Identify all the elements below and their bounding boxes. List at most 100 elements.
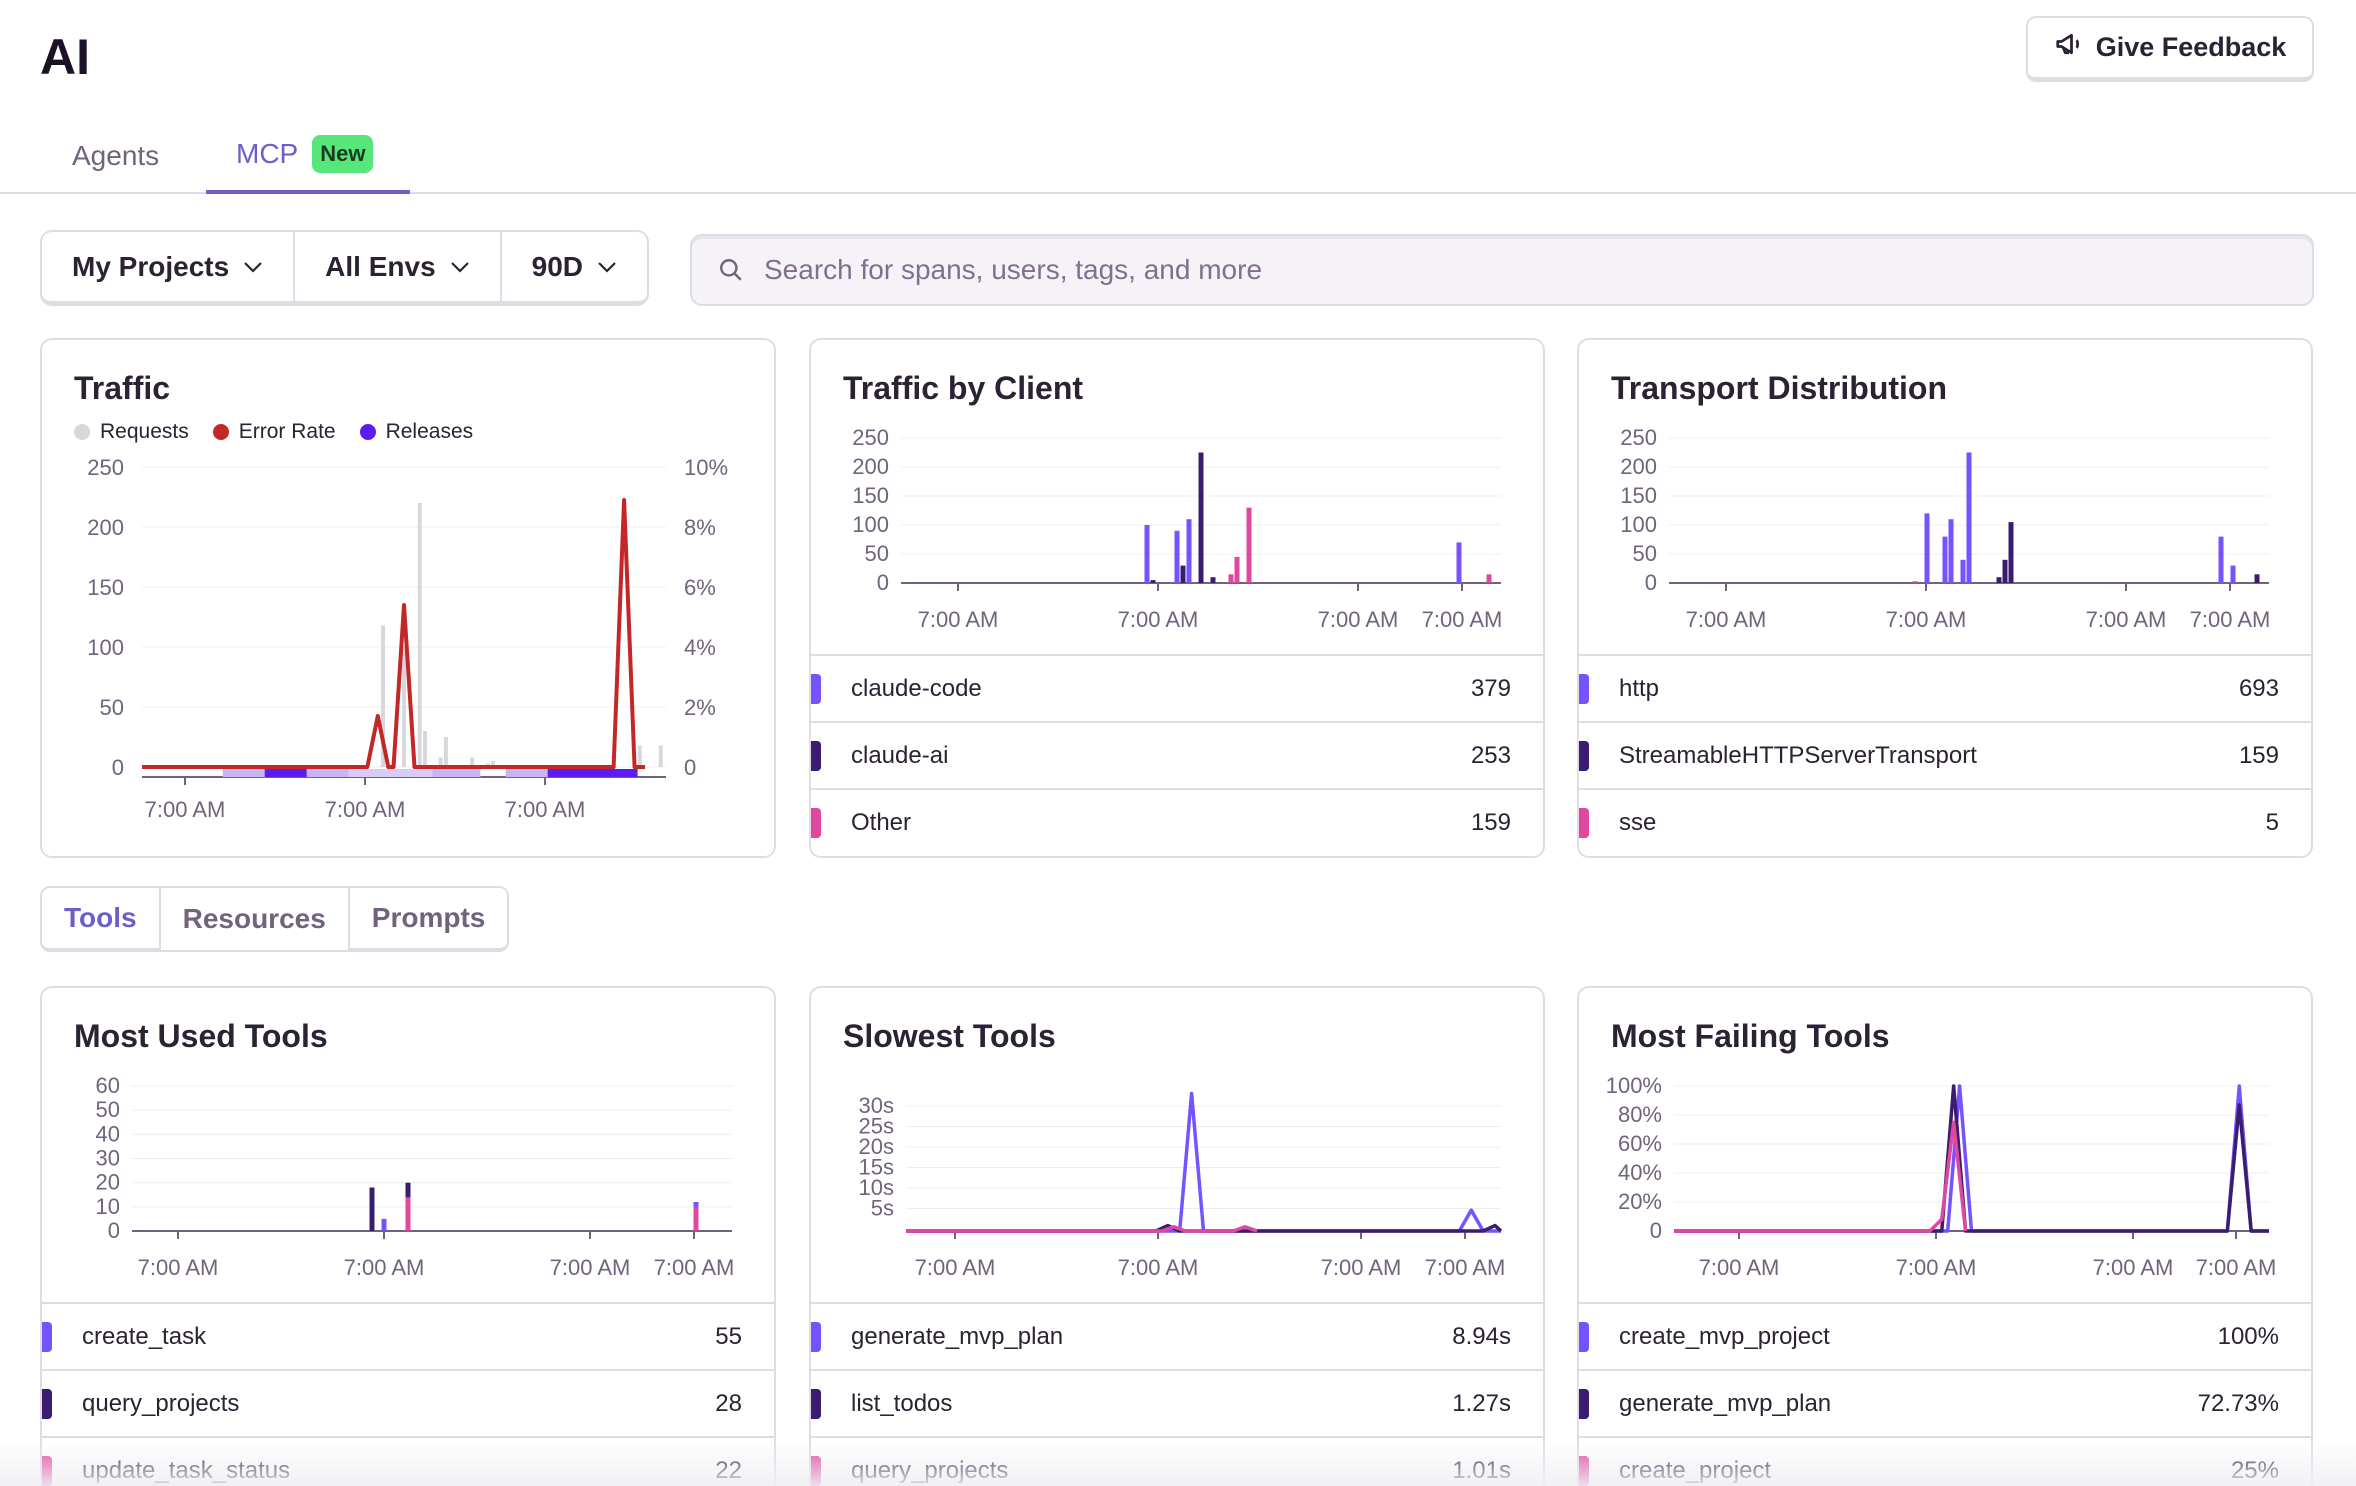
x-tick-label: 7:00 AM bbox=[915, 1255, 996, 1280]
give-feedback-button[interactable]: Give Feedback bbox=[2026, 16, 2314, 82]
series-row[interactable]: generate_mvp_plan 72.73% bbox=[1579, 1369, 2311, 1436]
series-name: sse bbox=[1619, 808, 1657, 836]
y-tick-label: 100 bbox=[1620, 512, 1657, 537]
tab-prompts[interactable]: Prompts bbox=[347, 886, 510, 952]
requests-bar bbox=[381, 625, 386, 767]
series-row[interactable]: Other 159 bbox=[811, 788, 1543, 855]
series-row[interactable]: create_mvp_project 100% bbox=[1579, 1302, 2311, 1369]
bar bbox=[1234, 556, 1240, 583]
series-name: update_task_status bbox=[82, 1456, 291, 1484]
chevron-down-icon bbox=[598, 261, 616, 273]
series-swatch bbox=[1579, 674, 1589, 704]
series-row[interactable]: claude-ai 253 bbox=[811, 721, 1543, 788]
legend-item-requests[interactable]: Requests bbox=[74, 420, 189, 444]
card-title: Slowest Tools bbox=[843, 1018, 1056, 1054]
y-tick-label: 0 bbox=[1645, 570, 1657, 595]
traffic-chart[interactable]: 250 200 150 100 50 0 10% 8% 6% 4% 2% 0 7:00 AM 7:00 A… bbox=[42, 340, 776, 858]
y-tick-label: 200 bbox=[852, 454, 889, 479]
x-tick-label: 7:00 AM bbox=[1425, 1255, 1506, 1280]
x-tick-label: 7:00 AM bbox=[550, 1255, 631, 1280]
bar bbox=[1948, 519, 1954, 583]
legend-item-releases[interactable]: Releases bbox=[359, 420, 473, 444]
series-swatch bbox=[42, 1389, 52, 1419]
series-row[interactable]: create_task 55 bbox=[42, 1302, 774, 1369]
most-failing-tools-chart[interactable]: 100% 80% 60% 40% 20% 0 7:00 AM 7:00 AM 7:00 AM 7:… bbox=[1579, 988, 2313, 1308]
bar bbox=[1144, 525, 1150, 583]
y-tick-label: 200 bbox=[87, 515, 124, 540]
x-tick-label: 7:00 AM bbox=[325, 797, 406, 822]
series-line bbox=[1674, 1120, 1968, 1233]
series-row[interactable]: claude-code 379 bbox=[811, 654, 1543, 721]
transport-distribution-card: Transport Distribution 250 200 150 100 50 0 7:… bbox=[1577, 338, 2313, 858]
bar bbox=[1210, 577, 1216, 583]
bar bbox=[1150, 580, 1156, 583]
y-tick-label: 60 bbox=[96, 1073, 120, 1098]
series-line bbox=[906, 1091, 1501, 1233]
y2-tick-label: 2% bbox=[684, 695, 716, 720]
bar bbox=[2254, 574, 2260, 583]
search-icon bbox=[720, 259, 742, 281]
series-row[interactable]: http 693 bbox=[1579, 654, 2311, 721]
bar bbox=[405, 1197, 411, 1231]
traffic-by-client-chart[interactable]: 250 200 150 100 50 0 7:00 AM 7:00 AM 7:00 AM 7:00… bbox=[811, 340, 1545, 660]
series-name: claude-code bbox=[851, 674, 982, 702]
series-line bbox=[906, 1225, 1258, 1233]
y-tick-label: 40% bbox=[1618, 1160, 1662, 1185]
y-tick-label: 15s bbox=[859, 1155, 894, 1180]
transport-distribution-chart[interactable]: 250 200 150 100 50 0 7:00 AM 7:00 AM 7:00 AM 7:00… bbox=[1579, 340, 2313, 660]
give-feedback-label: Give Feedback bbox=[2095, 32, 2287, 62]
requests-bar bbox=[491, 761, 496, 767]
bar bbox=[1186, 519, 1192, 583]
tab-mcp[interactable]: MCP New bbox=[206, 118, 410, 194]
series-row[interactable]: query_projects 28 bbox=[42, 1369, 774, 1436]
x-tick-label: 7:00 AM bbox=[1118, 607, 1199, 632]
series-swatch bbox=[811, 674, 821, 704]
y-tick-label: 150 bbox=[1620, 483, 1657, 508]
search-input[interactable] bbox=[764, 254, 2264, 286]
bar bbox=[1996, 577, 2002, 583]
y-tick-label: 20% bbox=[1618, 1189, 1662, 1214]
x-tick-label: 7:00 AM bbox=[1318, 607, 1399, 632]
most-failing-tools-card: Most Failing Tools 100% 80% 60% 40% 20% 0 7:00… bbox=[1577, 986, 2313, 1486]
legend-item-error-rate[interactable]: Error Rate bbox=[212, 420, 336, 444]
tab-resources[interactable]: Resources bbox=[158, 886, 350, 952]
series-swatch bbox=[811, 1322, 821, 1352]
y-tick-label: 20 bbox=[96, 1170, 120, 1195]
y-tick-label: 150 bbox=[87, 575, 124, 600]
x-tick-label: 7:00 AM bbox=[344, 1255, 425, 1280]
series-value: 159 bbox=[1470, 808, 1511, 836]
y-tick-label: 100 bbox=[87, 635, 124, 660]
series-row[interactable]: StreamableHTTPServerTransport 159 bbox=[1579, 721, 2311, 788]
x-tick-label: 7:00 AM bbox=[2196, 1255, 2277, 1280]
bar bbox=[1246, 507, 1252, 583]
release-marker bbox=[432, 769, 481, 777]
x-tick-label: 7:00 AM bbox=[2086, 607, 2167, 632]
series-swatch bbox=[811, 1389, 821, 1419]
search-bar bbox=[690, 234, 2314, 306]
requests-bar bbox=[422, 731, 427, 767]
series-row[interactable]: list_todos 1.27s bbox=[811, 1369, 1543, 1436]
series-row[interactable]: create_project 25% bbox=[1579, 1436, 2311, 1486]
y-tick-label: 25s bbox=[859, 1114, 894, 1139]
series-row[interactable]: query_projects 1.01s bbox=[811, 1436, 1543, 1486]
series-row[interactable]: generate_mvp_plan 8.94s bbox=[811, 1302, 1543, 1369]
series-row[interactable]: sse 5 bbox=[1579, 788, 2311, 855]
date-range-dropdown[interactable]: 90D bbox=[502, 232, 647, 301]
series-value: 8.94s bbox=[1452, 1322, 1511, 1350]
project-filter-dropdown[interactable]: My Projects bbox=[42, 232, 296, 301]
series-name: generate_mvp_plan bbox=[1619, 1389, 1832, 1417]
card-title: Traffic by Client bbox=[843, 370, 1084, 406]
tab-agents[interactable]: Agents bbox=[72, 140, 160, 171]
y-tick-label: 250 bbox=[1620, 425, 1657, 450]
y-tick-label: 20s bbox=[859, 1134, 894, 1159]
environment-filter-dropdown[interactable]: All Envs bbox=[295, 232, 502, 301]
series-row[interactable]: update_task_status 22 bbox=[42, 1436, 774, 1486]
series-value: 1.27s bbox=[1452, 1389, 1511, 1417]
series-value: 55 bbox=[715, 1322, 742, 1350]
requests-bar bbox=[637, 745, 642, 767]
tab-tools[interactable]: Tools bbox=[40, 886, 161, 952]
bar bbox=[1486, 574, 1492, 583]
requests-bar bbox=[658, 745, 663, 767]
